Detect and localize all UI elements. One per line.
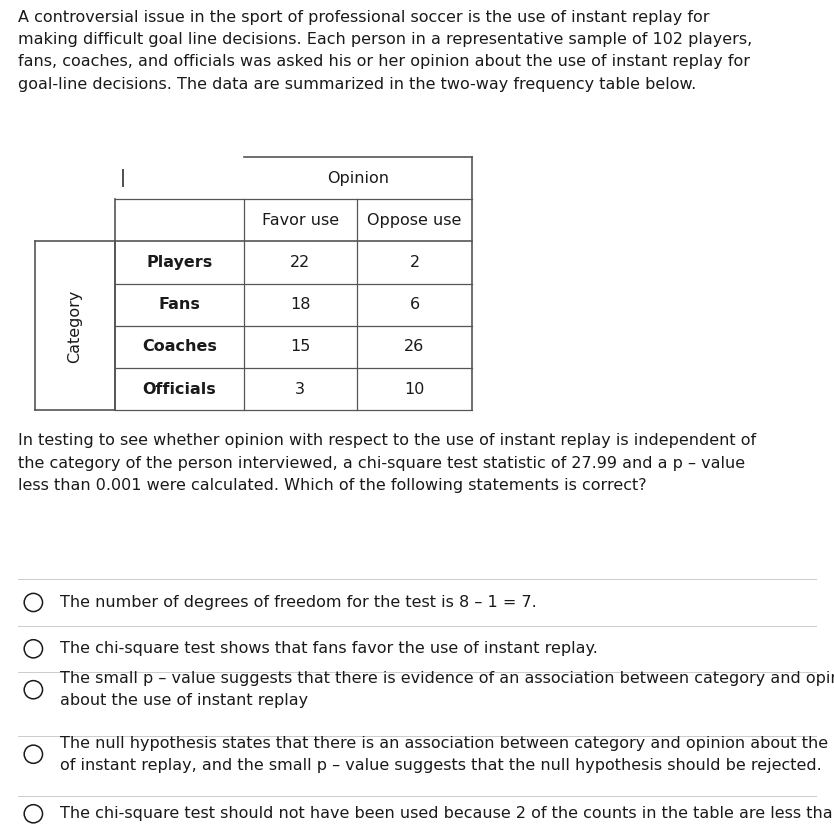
Text: Category: Category — [68, 289, 83, 362]
Text: Coaches: Coaches — [142, 339, 217, 355]
Text: Officials: Officials — [143, 381, 216, 397]
Text: In testing to see whether opinion with respect to the use of instant replay is i: In testing to see whether opinion with r… — [18, 433, 756, 493]
Text: The null hypothesis states that there is an association between category and opi: The null hypothesis states that there is… — [60, 736, 834, 772]
Text: |: | — [119, 170, 125, 187]
Text: A controversial issue in the sport of professional soccer is the use of instant : A controversial issue in the sport of pr… — [18, 10, 752, 92]
Text: The chi-square test shows that fans favor the use of instant replay.: The chi-square test shows that fans favo… — [60, 641, 598, 657]
Text: 22: 22 — [290, 255, 310, 270]
Text: 6: 6 — [409, 297, 420, 313]
Text: 10: 10 — [404, 381, 425, 397]
Text: 18: 18 — [290, 297, 310, 313]
Text: Fans: Fans — [158, 297, 200, 313]
Text: The number of degrees of freedom for the test is 8 – 1 = 7.: The number of degrees of freedom for the… — [60, 595, 537, 610]
Text: Favor use: Favor use — [262, 213, 339, 228]
Text: 3: 3 — [295, 381, 305, 397]
Text: 15: 15 — [290, 339, 310, 355]
Text: Opinion: Opinion — [327, 170, 389, 186]
Text: The chi-square test should not have been used because 2 of the counts in the tab: The chi-square test should not have been… — [60, 806, 834, 821]
Text: Oppose use: Oppose use — [367, 213, 462, 228]
Text: 2: 2 — [409, 255, 420, 270]
Text: 26: 26 — [404, 339, 425, 355]
Text: The small p – value suggests that there is evidence of an association between ca: The small p – value suggests that there … — [60, 672, 834, 708]
Text: Players: Players — [146, 255, 213, 270]
